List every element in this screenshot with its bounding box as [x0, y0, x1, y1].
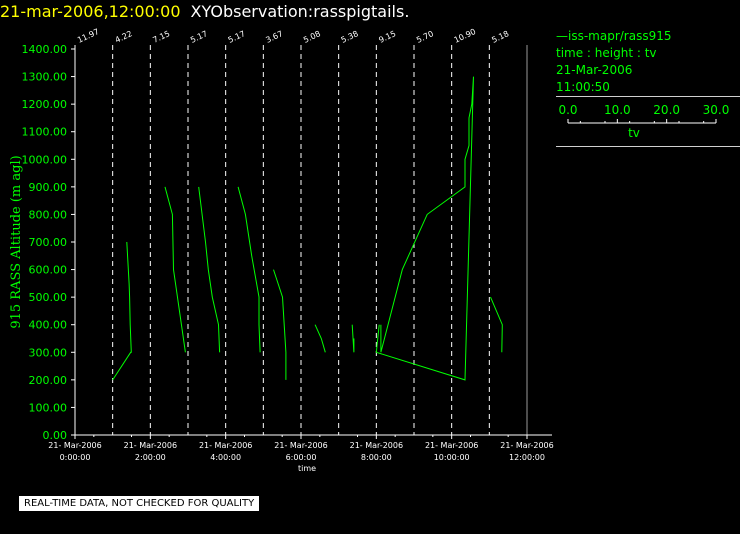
legend-scale-label: 20.0 — [653, 103, 680, 117]
profile-label: 3.67 — [264, 29, 284, 45]
x-tick-date: 21- Mar-2006 — [350, 441, 403, 450]
legend-panel: —iss-mapr/rass915 time : height : tv 21-… — [556, 28, 740, 147]
profile-label: 11.97 — [76, 27, 101, 45]
y-tick-label: 500.00 — [29, 291, 68, 304]
profile-line — [375, 76, 474, 381]
y-tick-label: 800.00 — [29, 208, 68, 221]
y-tick-label: 400.00 — [29, 319, 68, 332]
y-tick-label: 700.00 — [29, 236, 68, 249]
x-tick-date: 21- Mar-2006 — [199, 441, 252, 450]
y-tick-label: 1100.00 — [22, 126, 68, 139]
chart-labels: 0.00 100.00 200.00 300.00 400.00 500.00 600.00… — [9, 27, 554, 473]
x-tick-time: 4:00:00 — [210, 453, 241, 462]
profile-line — [490, 296, 503, 353]
profile-line — [112, 241, 132, 381]
x-axis-label: time — [298, 464, 316, 473]
y-tick-label: 200.00 — [29, 374, 68, 387]
legend-date: 21-Mar-2006 — [556, 63, 633, 77]
legend-source: —iss-mapr/rass915 — [556, 29, 672, 43]
profile-line — [351, 324, 355, 353]
profile-line — [198, 186, 221, 353]
x-tick-time: 12:00:00 — [509, 453, 545, 462]
profile-line — [237, 186, 261, 353]
profile-label: 10.90 — [453, 27, 478, 45]
profile-label: 5.70 — [415, 29, 435, 45]
legend-divider-bottom — [556, 146, 740, 147]
legend-scale-title: tv — [628, 126, 640, 140]
observation-datetime: 21-mar-2006,12:00:00 — [0, 2, 181, 21]
profile-label: 7.15 — [151, 29, 171, 45]
profile-label: 5.17 — [189, 29, 209, 45]
y-tick-label: 0.00 — [43, 429, 68, 442]
x-tick-time: 2:00:00 — [135, 453, 166, 462]
x-tick-date: 21- Mar-2006 — [124, 441, 177, 450]
legend-scale-label: 30.0 — [703, 103, 730, 117]
y-tick-label: 1000.00 — [22, 153, 68, 166]
y-tick-label: 1200.00 — [22, 98, 68, 111]
x-tick-date: 21- Mar-2006 — [425, 441, 478, 450]
title-bar: 21-mar-2006,12:00:00 XYObservation:rasspi… — [0, 2, 409, 24]
y-tick-label: 1300.00 — [22, 71, 68, 84]
chart-axes — [71, 45, 552, 439]
observation-title: XYObservation:rasspigtails. — [190, 2, 410, 21]
x-tick-time: 10:00:00 — [434, 453, 470, 462]
profile-series — [112, 76, 503, 381]
quality-disclaimer: REAL-TIME DATA, NOT CHECKED FOR QUALITY — [19, 496, 260, 511]
profile-label: 5.38 — [340, 29, 360, 45]
chart-grid — [74, 45, 528, 435]
x-tick-time: 6:00:00 — [286, 453, 317, 462]
profile-line — [164, 186, 186, 353]
x-tick-time: 0:00:00 — [60, 453, 91, 462]
legend-scale-label: 10.0 — [604, 103, 631, 117]
y-tick-label: 600.00 — [29, 264, 68, 277]
y-tick-label: 300.00 — [29, 346, 68, 359]
profile-line — [273, 269, 287, 380]
profile-label: 5.08 — [302, 29, 322, 45]
y-tick-label: 900.00 — [29, 181, 68, 194]
y-axis-label: 915 RASS Altitude (m agl) — [9, 155, 24, 328]
profile-label: 5.18 — [490, 29, 510, 45]
legend-time: 11:00:50 — [556, 80, 610, 94]
profile-line — [314, 324, 326, 353]
x-tick-date: 21- Mar-2006 — [500, 441, 553, 450]
x-tick-date: 21- Mar-2006 — [48, 441, 101, 450]
legend-scale-label: 0.0 — [558, 103, 577, 117]
profile-label: 5.17 — [227, 29, 247, 45]
legend-variables: time : height : tv — [556, 46, 657, 60]
y-tick-label: 100.00 — [29, 401, 68, 414]
legend-divider — [556, 96, 740, 97]
y-tick-label: 1400.00 — [22, 43, 68, 56]
x-tick-date: 21- Mar-2006 — [274, 441, 327, 450]
x-tick-time: 8:00:00 — [361, 453, 392, 462]
profile-label: 9.15 — [377, 29, 397, 45]
profile-label: 4.22 — [114, 29, 134, 45]
legend-scale: 0.0 10.0 20.0 30.0 tv — [558, 103, 730, 140]
